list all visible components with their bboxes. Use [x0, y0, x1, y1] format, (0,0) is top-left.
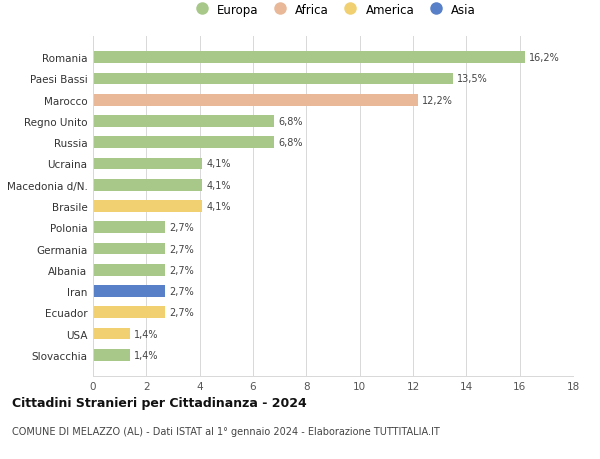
Bar — [93, 285, 165, 297]
Text: 4,1%: 4,1% — [206, 180, 231, 190]
Text: 2,7%: 2,7% — [169, 308, 194, 318]
Bar — [93, 116, 274, 128]
Text: 2,7%: 2,7% — [169, 265, 194, 275]
Bar — [93, 349, 130, 361]
Text: Cittadini Stranieri per Cittadinanza - 2024: Cittadini Stranieri per Cittadinanza - 2… — [12, 396, 307, 409]
Text: 4,1%: 4,1% — [206, 159, 231, 169]
Legend: Europa, Africa, America, Asia: Europa, Africa, America, Asia — [190, 4, 476, 17]
Bar — [93, 222, 165, 234]
Bar — [93, 179, 202, 191]
Text: 2,7%: 2,7% — [169, 223, 194, 233]
Text: 12,2%: 12,2% — [422, 95, 453, 106]
Bar — [93, 307, 165, 319]
Text: 13,5%: 13,5% — [457, 74, 488, 84]
Bar — [93, 73, 453, 85]
Bar — [93, 95, 418, 106]
Bar — [93, 158, 202, 170]
Text: 2,7%: 2,7% — [169, 244, 194, 254]
Text: 1,4%: 1,4% — [134, 329, 159, 339]
Bar — [93, 243, 165, 255]
Text: 16,2%: 16,2% — [529, 53, 560, 63]
Text: 1,4%: 1,4% — [134, 350, 159, 360]
Text: 6,8%: 6,8% — [278, 117, 303, 127]
Bar — [93, 52, 525, 64]
Text: COMUNE DI MELAZZO (AL) - Dati ISTAT al 1° gennaio 2024 - Elaborazione TUTTITALIA: COMUNE DI MELAZZO (AL) - Dati ISTAT al 1… — [12, 426, 440, 436]
Text: 6,8%: 6,8% — [278, 138, 303, 148]
Bar — [93, 328, 130, 340]
Bar — [93, 137, 274, 149]
Text: 4,1%: 4,1% — [206, 202, 231, 212]
Text: 2,7%: 2,7% — [169, 286, 194, 297]
Bar — [93, 264, 165, 276]
Bar — [93, 201, 202, 213]
